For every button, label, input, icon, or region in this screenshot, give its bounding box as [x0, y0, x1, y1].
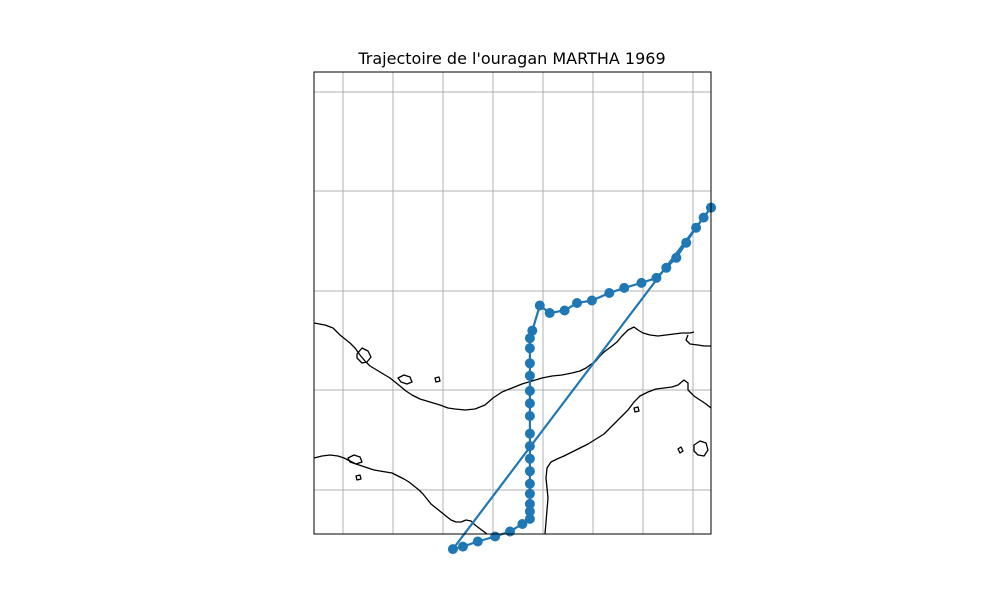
island-coast: [693, 440, 709, 457]
coastline-colombia: [544, 379, 712, 535]
track-point: [490, 531, 501, 542]
track-point: [559, 305, 570, 316]
track-point: [586, 295, 597, 306]
coastline-panama-east: [685, 334, 711, 347]
map-frame: [313, 71, 712, 535]
track-point: [572, 298, 582, 308]
track-point: [636, 277, 647, 288]
track-point: [524, 466, 535, 477]
track-point: [524, 478, 535, 489]
track-point: [524, 370, 535, 381]
track-point: [651, 272, 662, 283]
track-point: [524, 488, 535, 499]
track-point: [517, 519, 528, 529]
track-point: [524, 333, 535, 344]
track-point: [661, 262, 672, 273]
coastline-central-america: [313, 322, 695, 411]
track-point: [534, 300, 545, 311]
track-point: [472, 536, 483, 547]
island-coast: [677, 446, 684, 454]
coastline-south: [313, 454, 488, 535]
island-coast: [347, 454, 363, 465]
track-point: [524, 343, 535, 354]
track-point: [524, 428, 535, 439]
map-area: [313, 71, 716, 555]
graticule: [314, 72, 711, 534]
track-point: [527, 325, 538, 336]
track-point: [457, 541, 468, 552]
track-point: [524, 441, 535, 452]
track-point: [524, 358, 535, 369]
island-coast: [397, 374, 413, 385]
island-coast: [434, 376, 441, 383]
coastlines: [313, 322, 712, 535]
track-point: [698, 212, 709, 223]
track-point: [524, 498, 535, 509]
track-point: [671, 252, 682, 263]
track-point: [524, 513, 535, 524]
track-point: [544, 308, 555, 318]
track-point: [524, 506, 535, 517]
track-point: [681, 237, 692, 248]
track-point: [604, 288, 615, 298]
track-point: [524, 453, 535, 464]
track-point: [691, 222, 702, 233]
island-coast: [356, 347, 372, 364]
hurricane-track: [447, 202, 716, 555]
track-point: [524, 411, 535, 421]
track-point: [505, 526, 515, 537]
track-point: [619, 282, 630, 293]
island-coast: [633, 406, 640, 413]
map-title: Trajectoire de l'ouragan MARTHA 1969: [357, 49, 665, 68]
island-coast: [355, 474, 362, 481]
track-point: [524, 385, 535, 396]
track-point: [524, 398, 535, 409]
track-point: [447, 544, 458, 555]
